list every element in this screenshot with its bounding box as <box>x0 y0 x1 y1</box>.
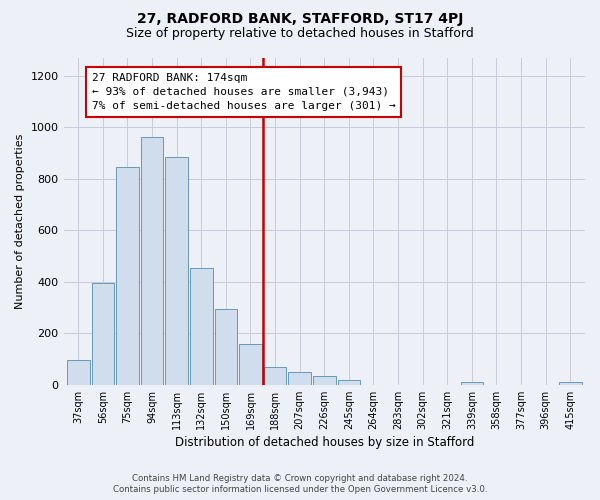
Bar <box>166 156 188 385</box>
Y-axis label: Number of detached properties: Number of detached properties <box>15 134 25 309</box>
Text: Size of property relative to detached houses in Stafford: Size of property relative to detached ho… <box>126 28 474 40</box>
Text: 27, RADFORD BANK, STAFFORD, ST17 4PJ: 27, RADFORD BANK, STAFFORD, ST17 4PJ <box>137 12 463 26</box>
Bar <box>338 380 360 385</box>
Text: Contains HM Land Registry data © Crown copyright and database right 2024.
Contai: Contains HM Land Registry data © Crown c… <box>113 474 487 494</box>
Bar <box>313 376 335 385</box>
Bar <box>559 382 581 385</box>
Bar <box>264 367 286 385</box>
Bar <box>239 344 262 385</box>
Bar <box>92 283 114 385</box>
Bar <box>141 138 163 385</box>
Text: 27 RADFORD BANK: 174sqm
← 93% of detached houses are smaller (3,943)
7% of semi-: 27 RADFORD BANK: 174sqm ← 93% of detache… <box>92 73 395 111</box>
Bar <box>190 268 212 385</box>
Bar <box>67 360 89 385</box>
X-axis label: Distribution of detached houses by size in Stafford: Distribution of detached houses by size … <box>175 436 474 449</box>
Bar <box>461 382 483 385</box>
Bar <box>215 309 237 385</box>
Bar <box>116 167 139 385</box>
Bar <box>289 372 311 385</box>
